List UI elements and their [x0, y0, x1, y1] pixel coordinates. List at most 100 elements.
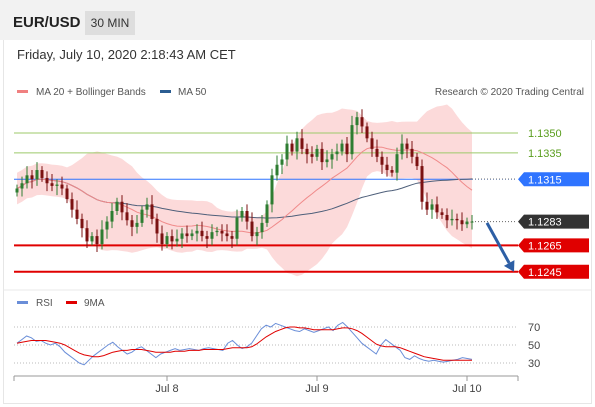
candle — [70, 199, 74, 210]
candle — [255, 232, 259, 237]
currency-pair-title: EUR/USD — [13, 14, 81, 31]
ma50-legend-label: MA 50 — [178, 87, 207, 98]
candle — [440, 212, 444, 215]
candle — [150, 204, 154, 219]
candle — [230, 236, 234, 239]
support-level-tag — [518, 238, 589, 253]
candle — [270, 175, 274, 205]
candle — [370, 138, 374, 149]
candle — [315, 148, 319, 157]
candle — [250, 221, 254, 237]
candle — [245, 211, 249, 222]
support-level-tag — [518, 264, 589, 279]
candle — [320, 148, 324, 163]
candle — [365, 126, 369, 139]
candle — [435, 204, 439, 213]
candle — [185, 233, 189, 237]
candle — [30, 175, 34, 180]
candle — [470, 221, 474, 223]
rsi-tick-label: 50 — [528, 340, 540, 352]
ma20-line — [16, 146, 473, 234]
ma9-legend-swatch — [66, 301, 77, 304]
candle — [325, 159, 329, 163]
chart-header: EUR/USD 30 MIN — [0, 0, 595, 40]
candle — [130, 220, 134, 227]
pivot-level-tag — [518, 172, 589, 187]
candle — [220, 230, 224, 234]
candle — [15, 188, 19, 193]
candle — [460, 220, 464, 225]
bollinger-band — [17, 104, 472, 277]
candle — [110, 211, 114, 222]
candle — [410, 148, 414, 157]
candle — [125, 212, 129, 221]
candle — [140, 209, 144, 223]
support-level-label: 1.1245 — [528, 267, 562, 279]
candle — [420, 166, 424, 202]
candle — [25, 175, 29, 184]
candle — [165, 236, 169, 245]
x-tick-label: Jul 8 — [155, 383, 178, 395]
candle — [40, 170, 44, 178]
candle — [180, 233, 184, 239]
candle — [100, 229, 104, 245]
ma9-line — [16, 326, 472, 361]
candle — [375, 148, 379, 157]
candle — [280, 159, 284, 165]
resistance-level-label: 1.1335 — [528, 148, 562, 160]
candle — [450, 218, 454, 221]
candle — [355, 117, 359, 126]
x-tick-label: Jul 9 — [305, 383, 328, 395]
candle — [385, 164, 389, 171]
candle — [265, 204, 269, 223]
candle — [330, 154, 334, 160]
candle — [45, 177, 49, 184]
candle — [160, 233, 164, 245]
candle — [405, 143, 409, 149]
rsi-line — [16, 321, 473, 366]
forecast-arrow-shaft — [485, 222, 511, 264]
candle — [360, 117, 364, 127]
timeframe-badge[interactable]: 30 MIN — [85, 11, 135, 35]
candle — [225, 233, 229, 237]
current-level-tag — [518, 214, 589, 229]
candle — [145, 204, 149, 210]
candle — [215, 230, 219, 233]
candle — [310, 154, 314, 157]
x-tick-label: Jul 10 — [452, 383, 481, 395]
candle — [55, 184, 59, 186]
candle — [350, 125, 354, 155]
candle — [430, 204, 434, 210]
candle — [80, 218, 84, 229]
candle — [425, 201, 429, 210]
candle — [35, 170, 39, 180]
candle — [415, 156, 419, 167]
candle — [380, 156, 384, 165]
candle — [20, 183, 24, 189]
current-level-label: 1.1283 — [528, 217, 562, 229]
candle — [115, 201, 119, 211]
candle — [190, 233, 194, 237]
candle — [155, 218, 159, 234]
resistance-level-label: 1.1350 — [528, 128, 562, 140]
candle — [170, 236, 174, 242]
chart-timestamp: Friday, July 10, 2020 2:18:43 AM CET — [17, 47, 236, 62]
candle — [400, 143, 404, 155]
candle — [135, 222, 139, 227]
candle — [295, 138, 299, 152]
candle — [205, 236, 209, 239]
candle — [260, 222, 264, 233]
ma-bb-legend-swatch — [17, 90, 28, 93]
candle — [120, 201, 124, 213]
candle — [235, 217, 239, 239]
rsi-plot: 70 50 30 Jul 8 Jul 9 Jul 10 — [13, 321, 540, 395]
rsi-tick-label: 30 — [528, 358, 540, 370]
candle — [75, 209, 79, 219]
rsi-legend-swatch — [17, 301, 28, 304]
candle — [195, 230, 199, 234]
candle — [60, 184, 64, 189]
candle — [465, 221, 469, 225]
ma9-legend-label: 9MA — [84, 298, 105, 309]
price-plot: 1.1350 1.1335 1.1315 1.1283 1.1265 1.1245 — [3, 104, 592, 291]
